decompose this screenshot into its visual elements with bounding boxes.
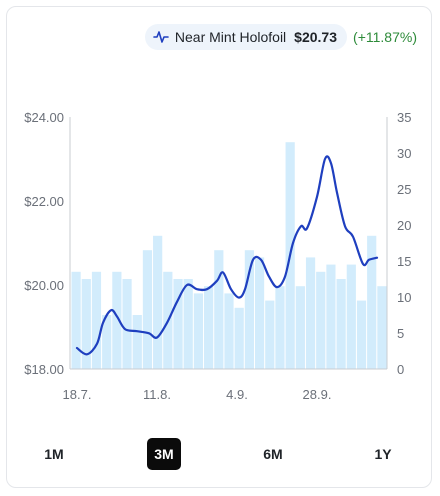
volume-bar [132,315,142,369]
legend-change: (+11.87%) [353,29,417,45]
y-right-tick-label: 5 [397,326,404,341]
range-button-1y[interactable]: 1Y [374,446,392,462]
volume-bar [356,300,367,369]
x-tick-label: 18.7. [63,387,92,402]
volume-bar [142,250,153,369]
x-tick-label: 4.9. [226,387,248,402]
price-line [75,155,379,356]
volume-bar [214,250,224,369]
volume-bar [91,271,102,369]
volume-bar [102,315,112,369]
volume-bar [305,257,316,369]
volume-bar [316,271,326,369]
y-right-tick-label: 15 [397,254,411,269]
y-left-tick-label: $22.00 [24,194,64,209]
volume-bar [265,300,275,369]
volume-bar [81,279,91,369]
volume-bar [346,264,356,369]
y-left-tick-label: $18.00 [24,362,64,377]
y-right-tick-label: 10 [397,290,411,305]
volume-bar [275,286,285,369]
volume-bar [326,264,336,369]
volume-bar [204,286,214,369]
volume-bar [183,279,193,369]
volume-bar [173,279,183,369]
y-right-tick-label: 0 [397,362,404,377]
volume-bar [254,257,265,369]
volume-bar [377,286,387,369]
price-line-layer [75,155,379,356]
y-right-tick-label: 30 [397,146,411,161]
legend-chip[interactable]: Near Mint Holofoil $20.73 [144,24,347,50]
legend-price: $20.73 [294,29,337,45]
price-volume-chart: $18.00 $20.00 $22.00 $24.00 0 5 10 15 20 25 30 35 18… [24,110,411,402]
volume-bar [71,271,81,369]
chart-card [6,6,432,488]
volume-bar [122,279,132,369]
volume-bars [71,142,387,369]
y-left-tick-label: $20.00 [24,278,64,293]
line-chart-icon [153,31,169,43]
volume-bar [193,293,204,369]
x-tick-label: 28.9. [303,387,332,402]
volume-bar [112,271,122,369]
legend-label: Near Mint Holofoil [174,29,287,45]
volume-bar [234,307,244,369]
range-button-6m[interactable]: 6M [263,446,283,462]
volume-bar [244,250,254,369]
range-button-3m[interactable]: 3M [147,438,181,470]
y-right-tick-label: 35 [397,110,411,125]
tick-labels: $18.00 $20.00 $22.00 $24.00 0 5 10 15 20 25 30 35 18… [24,110,411,402]
volume-bar [367,235,377,369]
y-left-tick-label: $24.00 [24,110,64,125]
range-button-1m[interactable]: 1M [44,446,64,462]
volume-bar [336,279,346,369]
volume-bar [153,235,163,369]
y-right-tick-label: 20 [397,218,411,233]
volume-bar [224,293,234,369]
volume-bar [295,286,305,369]
x-tick-label: 11.8. [143,387,171,402]
axes [69,117,388,370]
range-selector: 1M 3M 6M 1Y [0,438,440,470]
y-right-tick-label: 25 [397,182,411,197]
